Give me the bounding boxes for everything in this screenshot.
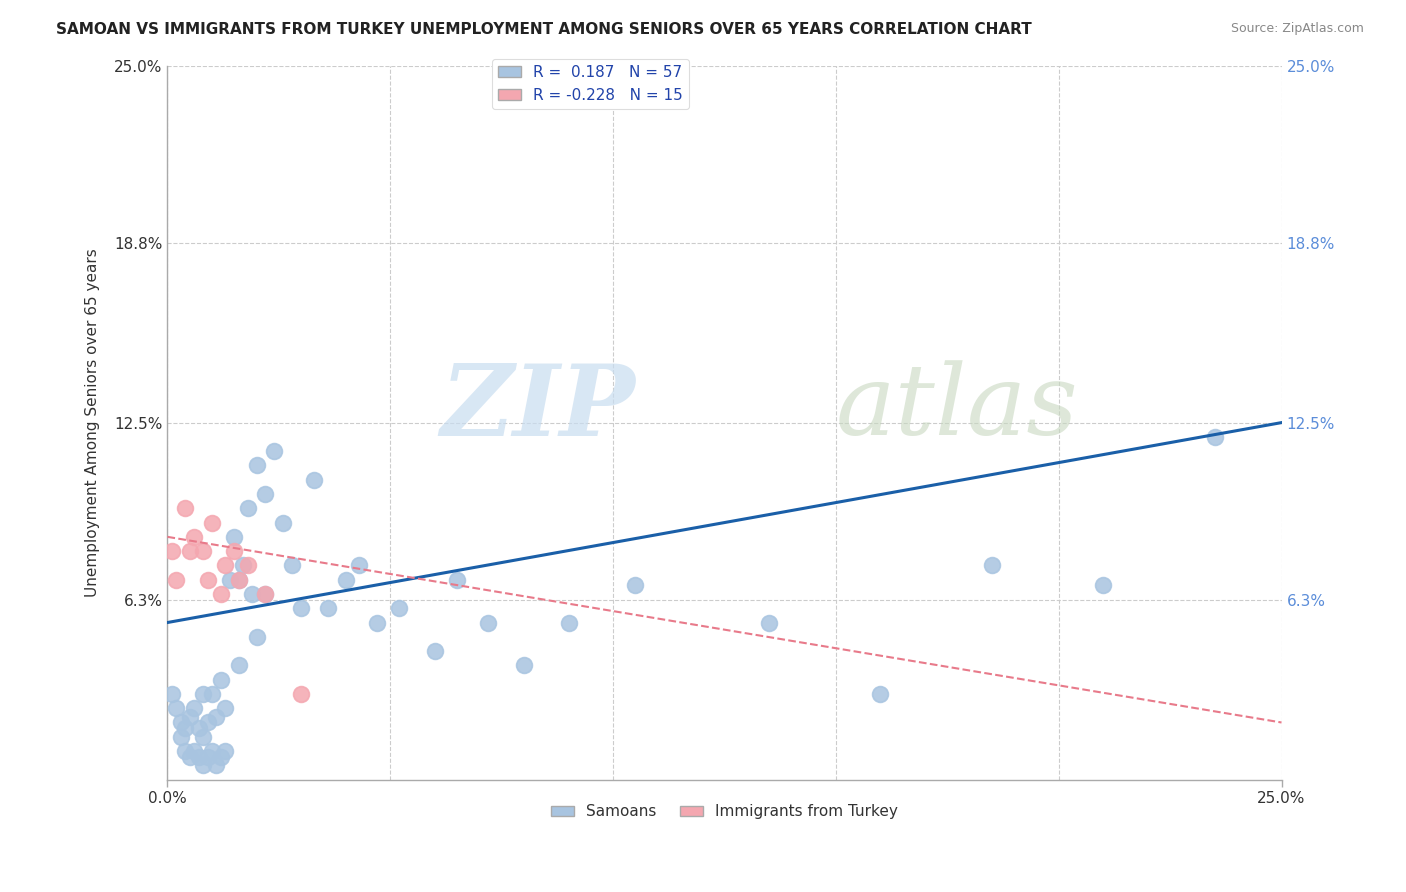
Point [187, 749, 209, 764]
Point [218, 573, 240, 587]
Point [245, 458, 267, 473]
Point [980, 558, 1002, 573]
Point [758, 615, 780, 630]
Point [263, 444, 285, 458]
Point [1204, 430, 1226, 444]
Point [290, 687, 312, 701]
Point [423, 644, 446, 658]
Point [347, 558, 370, 573]
Point [228, 573, 250, 587]
Point [254, 587, 277, 601]
Point [160, 687, 183, 701]
Point [254, 587, 277, 601]
Point [209, 749, 232, 764]
Point [160, 544, 183, 558]
Point [240, 587, 263, 601]
Point [201, 687, 224, 701]
Point [183, 530, 205, 544]
Point [183, 744, 205, 758]
Point [366, 615, 388, 630]
Point [197, 573, 219, 587]
Text: ZIP: ZIP [440, 360, 636, 457]
Point [170, 730, 193, 744]
Point [197, 749, 219, 764]
Point [869, 687, 891, 701]
Point [170, 715, 193, 730]
Point [174, 744, 197, 758]
Text: SAMOAN VS IMMIGRANTS FROM TURKEY UNEMPLOYMENT AMONG SENIORS OVER 65 YEARS CORREL: SAMOAN VS IMMIGRANTS FROM TURKEY UNEMPLO… [56, 22, 1032, 37]
Point [179, 544, 201, 558]
Point [179, 749, 201, 764]
Point [165, 701, 187, 715]
Point [209, 587, 232, 601]
Point [187, 721, 209, 735]
Point [1092, 578, 1115, 592]
Point [624, 578, 647, 592]
Point [281, 558, 304, 573]
Text: atlas: atlas [837, 360, 1078, 456]
Point [174, 721, 197, 735]
Point [557, 615, 579, 630]
Point [245, 630, 267, 644]
Point [191, 758, 214, 772]
Point [335, 573, 357, 587]
Point [316, 601, 339, 615]
Point [191, 730, 214, 744]
Text: Source: ZipAtlas.com: Source: ZipAtlas.com [1230, 22, 1364, 36]
Point [191, 687, 214, 701]
Legend: Samoans, Immigrants from Turkey: Samoans, Immigrants from Turkey [546, 798, 904, 825]
Point [446, 573, 468, 587]
Point [183, 701, 205, 715]
Point [214, 701, 236, 715]
Point [513, 658, 536, 673]
Point [209, 673, 232, 687]
Point [228, 658, 250, 673]
Y-axis label: Unemployment Among Seniors over 65 years: Unemployment Among Seniors over 65 years [86, 248, 100, 597]
Point [201, 744, 224, 758]
Point [236, 501, 259, 516]
Point [254, 487, 277, 501]
Point [228, 573, 250, 587]
Point [224, 544, 246, 558]
Point [388, 601, 411, 615]
Point [205, 710, 228, 724]
Point [271, 516, 294, 530]
Point [224, 530, 246, 544]
Point [290, 601, 312, 615]
Point [201, 516, 224, 530]
Point [477, 615, 499, 630]
Point [165, 573, 187, 587]
Point [191, 544, 214, 558]
Point [197, 715, 219, 730]
Point [236, 558, 259, 573]
Point [214, 744, 236, 758]
Point [174, 501, 197, 516]
Point [232, 558, 254, 573]
Point [304, 473, 326, 487]
Point [205, 758, 228, 772]
Point [214, 558, 236, 573]
Point [179, 710, 201, 724]
